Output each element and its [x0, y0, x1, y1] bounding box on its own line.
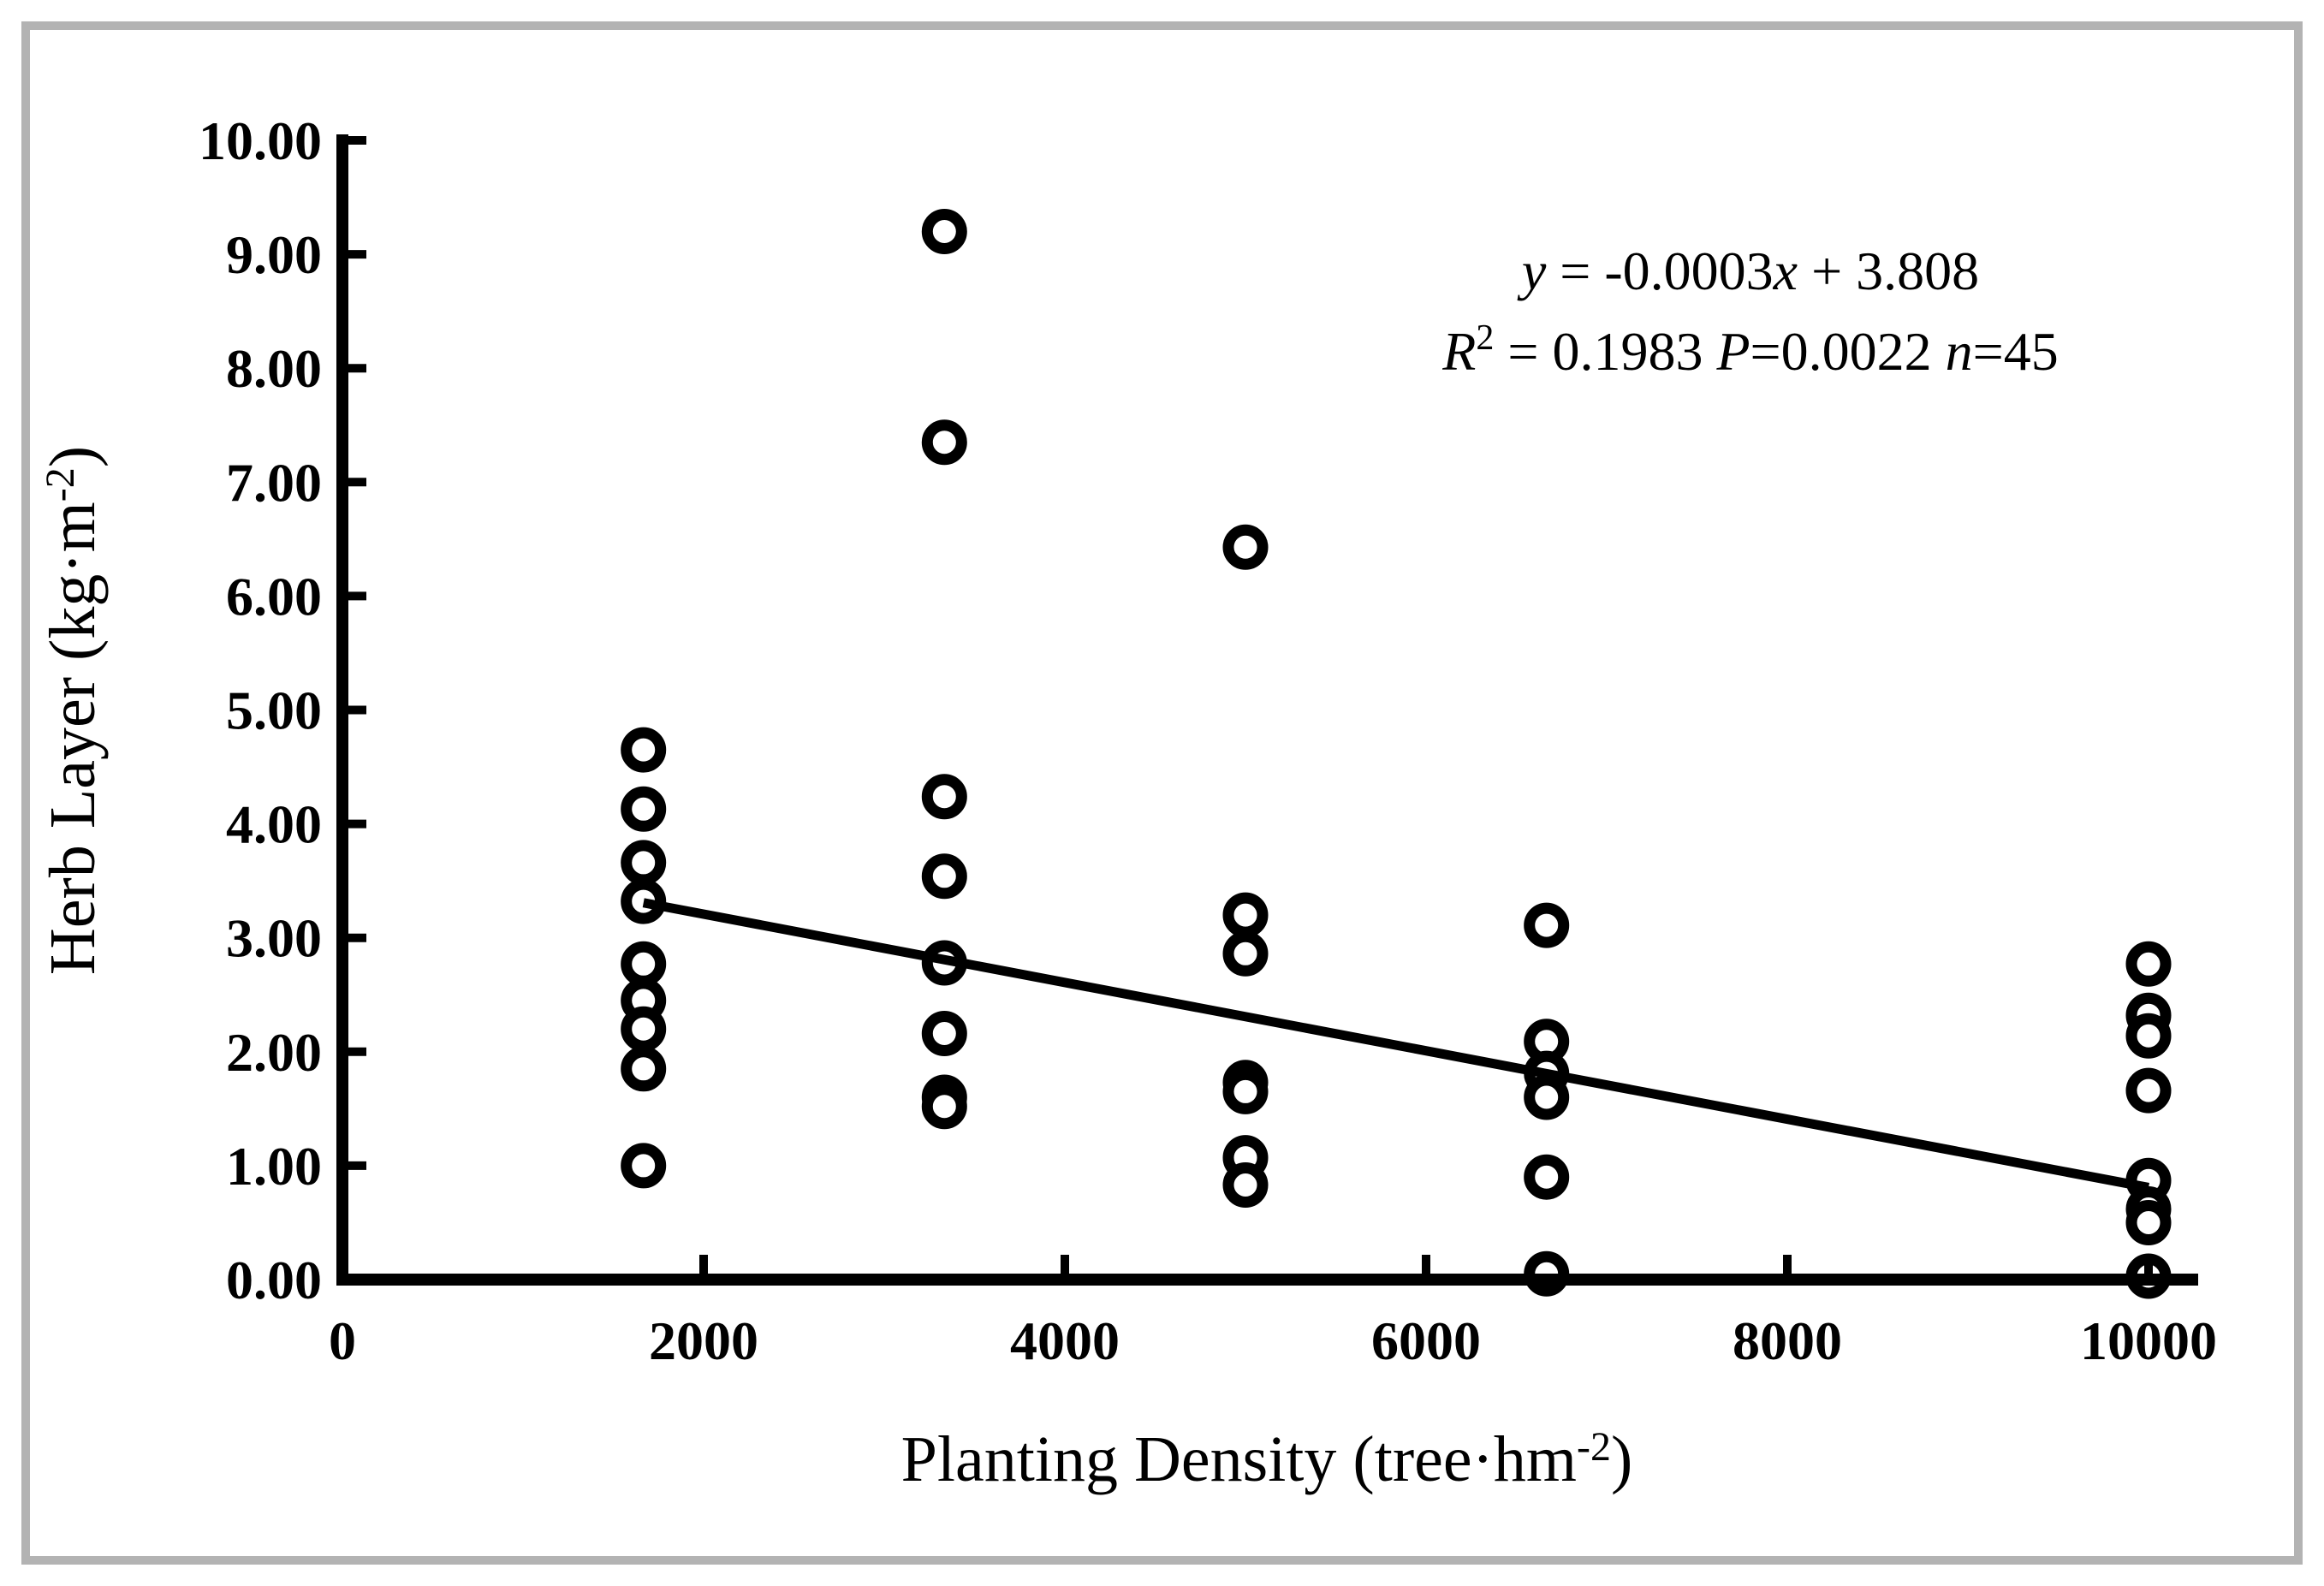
data-point-marker: [621, 1006, 667, 1052]
data-point-marker: [2125, 1013, 2172, 1059]
x-tick-label: 4000: [1010, 1310, 1120, 1371]
x-tick-label: 0: [329, 1310, 356, 1371]
y-tick-label: 4.00: [226, 794, 322, 855]
figure-border-rect: [21, 21, 2303, 1565]
data-point-marker: [621, 840, 667, 886]
data-point-marker: [921, 1011, 967, 1056]
y-tick-label: 3.00: [226, 908, 322, 969]
data-point-marker: [1222, 524, 1269, 570]
y-tick-label: 10.00: [199, 110, 322, 171]
y-tick-label: 5.00: [226, 680, 322, 741]
x-tick-label: 2000: [649, 1310, 758, 1371]
data-point-marker: [1222, 1068, 1269, 1114]
data-point-marker: [621, 727, 667, 773]
data-point-marker: [621, 941, 667, 987]
data-point-marker: [1222, 892, 1269, 938]
data-point-marker: [621, 1046, 667, 1092]
y-tick-label: 2.00: [226, 1022, 322, 1083]
data-point-marker: [1524, 1074, 1570, 1120]
data-point-marker: [1222, 1162, 1269, 1208]
data-point-marker: [621, 1143, 667, 1189]
data-point-marker: [2125, 941, 2172, 987]
data-point-marker: [1222, 930, 1269, 977]
data-point-marker: [921, 1084, 967, 1130]
data-point-marker: [921, 209, 967, 254]
regression-equation: y = -0.0003x + 3.808: [1517, 241, 1979, 301]
data-point-marker: [1524, 1154, 1570, 1200]
y-tick-label: 1.00: [226, 1136, 322, 1197]
data-point-marker: [2125, 1067, 2172, 1114]
trendline-layer: [642, 898, 2150, 1192]
y-tick-label: 7.00: [226, 452, 322, 513]
x-tick-label: 10000: [2080, 1310, 2217, 1371]
figure-border: [21, 21, 2303, 1565]
x-axis-title: Planting Density (tree·hm-2): [901, 1423, 1633, 1495]
data-point-marker: [921, 419, 967, 466]
data-point-marker: [921, 774, 967, 820]
x-tick-label: 6000: [1371, 1310, 1481, 1371]
data-point-marker: [2125, 1200, 2172, 1245]
trend-line: [642, 898, 2150, 1192]
y-axis-title: Herb Layer (kg·m-2): [37, 446, 109, 975]
y-tick-label: 9.00: [226, 224, 322, 285]
regression-stats: R2 = 0.1983 P=0.0022 n=45: [1441, 318, 2058, 382]
text-layer: 0.00 1.00 2.00 3.00 4.00 5.00 6.00 7.00 8.00 9.00…: [37, 110, 2217, 1495]
axes-layer: [336, 134, 2198, 1286]
y-tick-label: 6.00: [226, 566, 322, 627]
y-tick-label: 0.00: [226, 1250, 322, 1310]
data-point-marker: [921, 853, 967, 900]
x-tick-label: 8000: [1733, 1310, 1842, 1371]
y-tick-label: 8.00: [226, 338, 322, 399]
data-point-marker: [1524, 902, 1570, 948]
data-point-marker: [621, 786, 667, 832]
